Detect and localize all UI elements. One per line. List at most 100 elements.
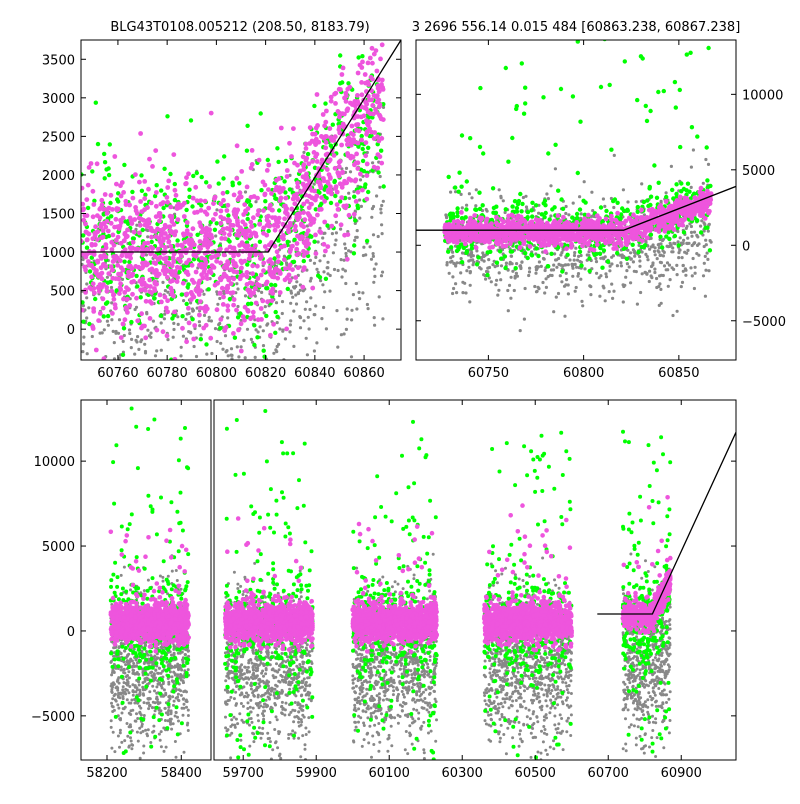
data-point — [285, 212, 290, 217]
data-point — [198, 239, 203, 244]
data-point — [94, 101, 98, 105]
data-point — [148, 316, 153, 321]
title-left: BLG43T0108.005212 (208.50, 8183.79) — [110, 20, 369, 35]
data-point — [198, 306, 203, 311]
top-left-ytick-label: 1500 — [42, 207, 75, 222]
data-point — [140, 189, 144, 193]
data-point — [292, 310, 295, 313]
data-point — [160, 391, 163, 394]
data-point — [80, 186, 85, 191]
data-point — [139, 217, 144, 222]
data-point — [612, 254, 615, 257]
data-point — [259, 325, 262, 328]
data-point — [270, 215, 275, 220]
data-point — [163, 245, 168, 250]
data-point — [275, 146, 279, 150]
data-point — [278, 290, 283, 295]
data-point — [169, 269, 174, 274]
data-point — [543, 291, 546, 294]
data-point — [348, 101, 353, 106]
data-point — [179, 354, 182, 357]
data-point — [335, 309, 338, 312]
data-point — [318, 275, 322, 279]
data-point — [99, 198, 104, 203]
data-point — [184, 208, 188, 212]
data-point — [98, 385, 101, 388]
data-point — [368, 56, 373, 61]
data-point — [113, 302, 118, 307]
data-point — [307, 194, 312, 199]
data-point — [302, 174, 307, 179]
data-point — [271, 322, 276, 327]
data-point — [282, 257, 287, 262]
data-point — [248, 220, 253, 225]
data-point — [147, 385, 150, 388]
data-point — [329, 138, 334, 143]
data-point — [673, 234, 677, 238]
data-point — [658, 274, 661, 277]
data-point — [190, 424, 193, 427]
data-point — [102, 152, 106, 156]
data-point — [318, 183, 323, 188]
data-point — [284, 337, 287, 340]
data-point — [148, 284, 153, 289]
data-point — [192, 309, 195, 312]
data-point — [350, 124, 355, 129]
data-point — [559, 197, 563, 201]
data-point — [222, 154, 226, 158]
data-point — [454, 264, 457, 267]
top-left-ytick-label: 500 — [50, 285, 75, 300]
data-point — [678, 88, 682, 92]
data-point — [168, 205, 173, 210]
data-point — [704, 255, 707, 258]
data-point — [187, 330, 190, 333]
data-point — [367, 98, 372, 103]
data-point — [170, 405, 173, 408]
data-point — [329, 224, 334, 229]
data-point — [372, 281, 375, 284]
data-point — [625, 269, 628, 272]
data-point — [595, 272, 598, 275]
data-point — [180, 292, 184, 296]
data-point — [608, 269, 611, 272]
data-point — [155, 388, 158, 391]
data-point — [195, 233, 199, 237]
data-point — [288, 249, 293, 254]
data-point — [326, 272, 329, 275]
data-point — [257, 283, 262, 288]
data-point — [659, 288, 662, 291]
data-point — [243, 209, 248, 214]
data-point — [380, 204, 383, 207]
data-point — [114, 206, 119, 211]
data-point — [250, 338, 253, 341]
data-point — [335, 202, 340, 207]
data-point — [112, 243, 117, 248]
data-point — [180, 314, 184, 318]
data-point — [587, 254, 590, 257]
data-point — [457, 171, 461, 175]
data-point — [255, 212, 260, 217]
data-point — [372, 205, 375, 208]
data-point — [564, 283, 567, 286]
data-point — [165, 200, 170, 205]
data-point — [239, 227, 244, 232]
data-point — [323, 120, 328, 125]
data-point — [602, 285, 605, 288]
data-point — [218, 202, 223, 207]
data-point — [265, 299, 270, 304]
data-point — [111, 293, 116, 298]
data-point — [250, 281, 255, 286]
data-point — [295, 280, 298, 283]
data-point — [170, 292, 175, 297]
data-point — [380, 274, 383, 277]
data-point — [215, 159, 219, 163]
data-point — [122, 326, 126, 330]
data-point — [307, 316, 310, 319]
data-point — [122, 260, 126, 264]
data-point — [129, 320, 133, 324]
data-point — [332, 180, 336, 184]
data-point — [588, 284, 591, 287]
data-point — [377, 89, 382, 94]
data-point — [665, 191, 668, 194]
data-point — [542, 257, 545, 260]
